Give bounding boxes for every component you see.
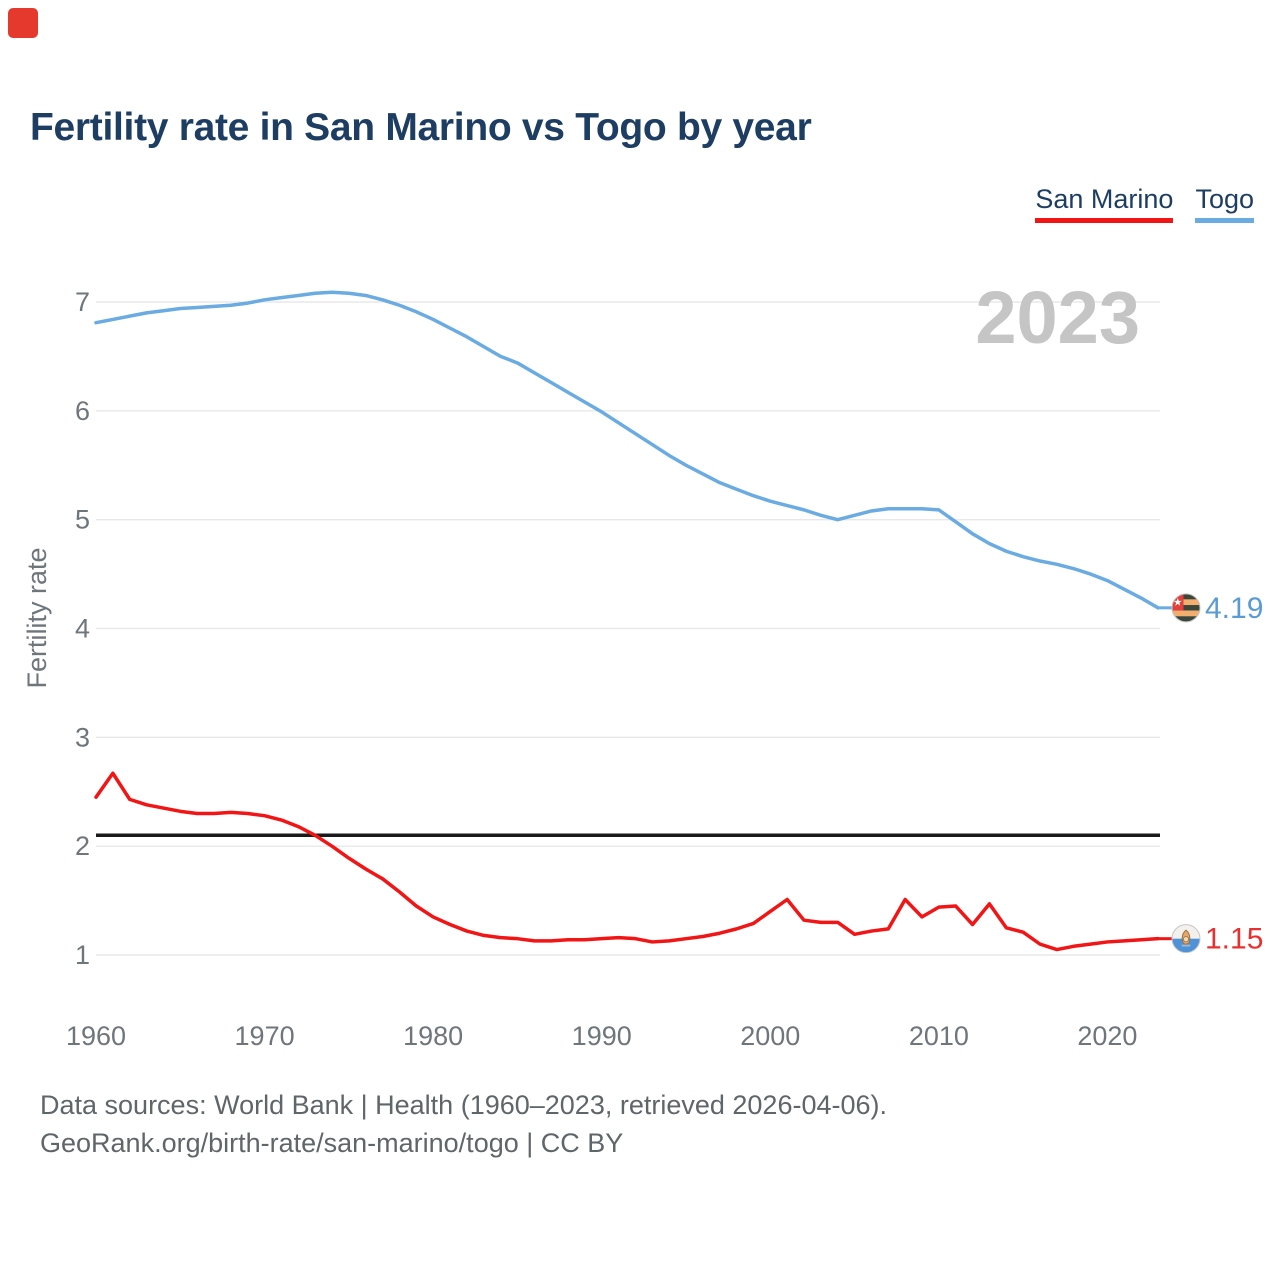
- gridlines: [96, 301, 1160, 956]
- series-line-san-marino: [94, 771, 1160, 952]
- page-title: Fertility rate in San Marino vs Togo by …: [30, 106, 812, 149]
- y-tick-label: 6: [75, 396, 90, 426]
- x-tick-label: 1990: [572, 1021, 632, 1051]
- y-tick-label: 2: [75, 831, 90, 861]
- y-tick-label: 3: [75, 722, 90, 752]
- legend-item-san-marino[interactable]: San Marino: [1035, 184, 1174, 223]
- footer-license-line: GeoRank.org/birth-rate/san-marino/togo |…: [40, 1128, 624, 1158]
- togo-flag-icon: [1171, 593, 1201, 623]
- x-tick-label: 1960: [66, 1021, 126, 1051]
- data-series: [94, 290, 1172, 952]
- x-axis-ticks: 1960 1970 1980 1990 2000 2010 2020: [66, 1021, 1138, 1051]
- x-tick-label: 1980: [403, 1021, 463, 1051]
- x-tick-label: 2020: [1077, 1021, 1137, 1051]
- x-tick-label: 2000: [740, 1021, 800, 1051]
- series-line-togo: [94, 290, 1160, 610]
- san-marino-end-value: 1.15: [1205, 923, 1263, 956]
- logo-mark: [8, 8, 38, 38]
- watermark-year: 2023: [975, 276, 1140, 359]
- togo-end-value: 4.19: [1205, 592, 1263, 625]
- y-tick-label: 4: [75, 614, 90, 644]
- y-axis-label: Fertility rate: [22, 547, 52, 688]
- footer-source-line: Data sources: World Bank | Health (1960–…: [40, 1090, 887, 1120]
- footer: Data sources: World Bank | Health (1960–…: [40, 1086, 887, 1162]
- y-tick-label: 5: [75, 505, 90, 535]
- y-tick-label: 7: [75, 287, 90, 317]
- x-tick-label: 2010: [909, 1021, 969, 1051]
- legend: San Marino Togo: [1035, 184, 1254, 223]
- y-axis-ticks: 1 2 3 4 5 6 7: [75, 287, 90, 970]
- x-tick-label: 1970: [235, 1021, 295, 1051]
- legend-item-togo[interactable]: Togo: [1195, 184, 1254, 223]
- san-marino-flag-icon: [1171, 924, 1201, 954]
- y-tick-label: 1: [75, 940, 90, 970]
